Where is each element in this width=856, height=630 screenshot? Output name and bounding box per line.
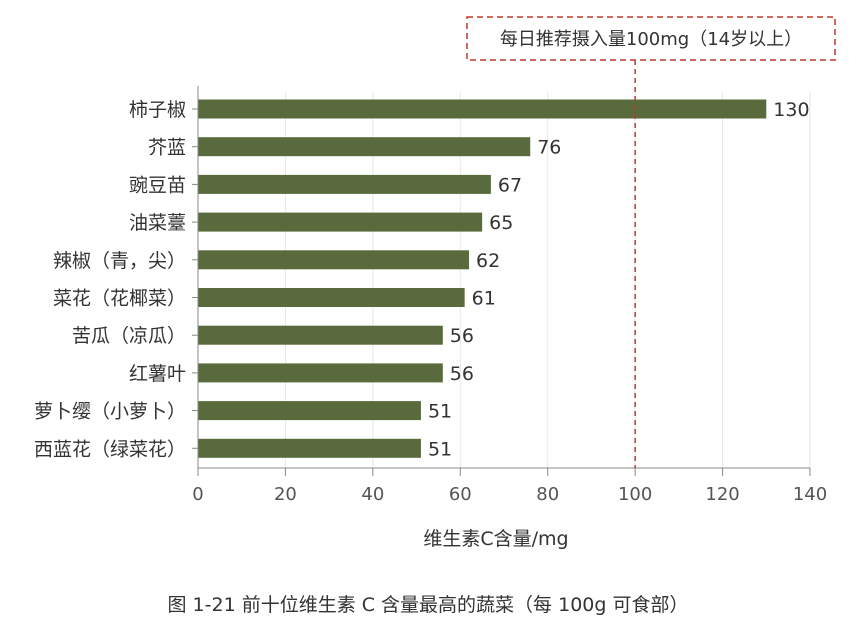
bar-1 (198, 137, 531, 157)
vitamin-c-bar-chart: 柿子椒 130 芥蓝 76 豌豆苗 67 油菜薹 65 辣椒（青，尖） 62 菜花（花椰菜） 61 苦瓜… (34, 16, 836, 550)
value-label-8: 51 (428, 401, 452, 423)
x-tick-label-120: 120 (705, 484, 739, 505)
category-label-9: 西蓝花（绿菜花） (34, 438, 186, 460)
value-label-3: 65 (489, 212, 513, 234)
x-tick-label-80: 80 (536, 484, 559, 505)
value-label-4: 62 (476, 250, 500, 272)
bar-4 (198, 250, 470, 270)
value-label-0: 130 (773, 99, 809, 121)
value-label-6: 56 (450, 325, 474, 347)
bar-0 (198, 99, 767, 119)
x-axis: 0 20 40 60 80 100 120 140 (192, 86, 827, 505)
value-label-7: 56 (450, 363, 474, 385)
value-label-9: 51 (428, 438, 452, 460)
reference-annotation-box (466, 16, 836, 61)
bars: 柿子椒 130 芥蓝 76 豌豆苗 67 油菜薹 65 辣椒（青，尖） 62 菜花（花椰菜） 61 苦瓜… (34, 99, 810, 460)
bar-7 (198, 363, 443, 383)
category-label-3: 油菜薹 (129, 212, 186, 234)
reference-annotation: 每日推荐摄入量100mg（14岁以上） (466, 16, 836, 468)
x-tick-label-40: 40 (361, 484, 384, 505)
category-label-5: 菜花（花椰菜） (53, 288, 186, 310)
value-label-1: 76 (537, 137, 561, 159)
category-label-7: 红薯叶 (129, 363, 186, 385)
x-tick-label-100: 100 (618, 484, 652, 505)
value-label-5: 61 (472, 288, 496, 310)
x-tick-label-140: 140 (793, 484, 827, 505)
category-label-4: 辣椒（青，尖） (53, 250, 186, 272)
x-tick-label-20: 20 (274, 484, 297, 505)
x-axis-title: 维生素C含量/mg (423, 528, 568, 550)
bar-2 (198, 174, 491, 194)
bar-6 (198, 325, 443, 345)
bar-5 (198, 288, 465, 307)
category-label-6: 苦瓜（凉瓜） (72, 325, 186, 347)
figure-caption: 图 1-21 前十位维生素 C 含量最高的蔬菜（每 100g 可食部） (167, 594, 689, 616)
x-tick-label-0: 0 (192, 484, 203, 505)
value-label-2: 67 (498, 174, 522, 196)
category-label-8: 萝卜缨（小萝卜） (34, 401, 186, 423)
bar-8 (198, 401, 421, 421)
reference-annotation-text: 每日推荐摄入量100mg（14岁以上） (500, 29, 802, 50)
category-label-0: 柿子椒 (129, 99, 186, 121)
x-tick-label-60: 60 (449, 484, 472, 505)
bar-3 (198, 212, 483, 232)
category-label-2: 豌豆苗 (129, 174, 186, 196)
category-label-1: 芥蓝 (148, 137, 186, 159)
bar-9 (198, 438, 421, 458)
